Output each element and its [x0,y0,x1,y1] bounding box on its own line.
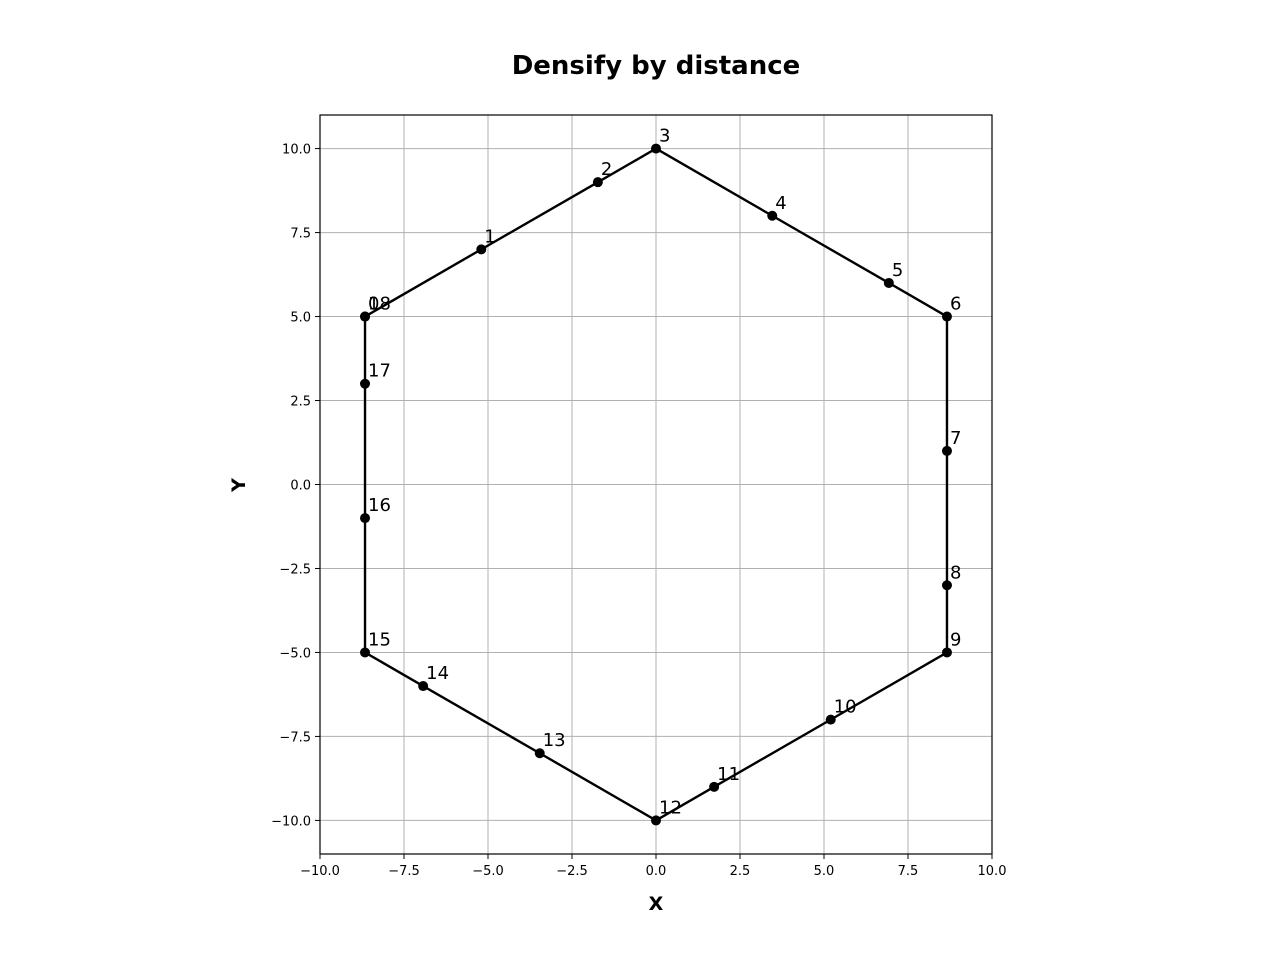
data-point-marker [360,647,371,658]
y-tick-label: −5.0 [279,646,311,661]
data-point-marker [941,311,952,322]
data-point-label: 13 [543,730,566,751]
x-tick-label: −5.0 [472,864,504,879]
data-point-marker [825,714,836,725]
x-axis-label: X [649,893,664,915]
x-tick-label: −10.0 [300,864,340,879]
series [360,143,952,826]
x-tick-label: 0.0 [646,864,667,879]
data-point-marker [941,445,952,456]
data-point-label: 4 [775,193,786,214]
ticks: −10.0 −7.5 −5.0 −2.5 0.0 2.5 5.0 7.5 10.010.07.5… [271,143,1006,879]
grid [319,115,993,854]
y-tick-label: 0.0 [290,479,311,494]
y-tick-label: −10.0 [271,814,311,829]
data-point-marker [651,815,661,826]
y-tick-label: −2.5 [279,562,311,577]
data-point-label: 12 [659,797,682,818]
data-point-marker [418,681,429,692]
y-tick-label: 10.0 [282,143,311,158]
data-point-marker [476,244,487,255]
data-point-marker [534,748,545,759]
data-point-label: 2 [601,159,612,180]
data-point-label: 9 [950,629,961,650]
data-point-marker [767,210,778,221]
data-point-marker [592,177,603,188]
data-point-marker [941,647,952,658]
data-point-label: 1 [484,226,495,247]
y-axis-label: Y [228,478,250,493]
y-tick-label: 2.5 [290,395,311,410]
data-point-label: 17 [368,361,391,382]
x-tick-label: 5.0 [814,864,835,879]
data-point-marker [360,378,371,389]
x-tick-label: −2.5 [556,864,588,879]
y-tick-label: 7.5 [290,227,311,242]
data-point-label: 6 [950,294,961,315]
data-point-label: 0 [368,294,379,315]
x-tick-label: 2.5 [730,864,751,879]
data-point-label: 18 [368,294,391,315]
data-point-marker [941,580,952,591]
data-point-marker [360,513,371,524]
data-point-label: 8 [950,562,961,583]
data-point-label: 15 [368,629,391,650]
x-tick-label: 7.5 [898,864,919,879]
data-point-marker [360,311,371,322]
data-point-marker [709,781,720,792]
x-tick-label: −7.5 [388,864,420,879]
data-point-label: 11 [717,764,740,785]
data-point-marker [651,143,661,154]
data-point-label: 16 [368,495,391,516]
data-point-label: 3 [659,126,670,147]
data-point-label: 14 [426,663,449,684]
chart-title: Densify by distance [512,51,801,81]
data-point-marker [883,277,894,288]
x-tick-label: 10.0 [978,864,1007,879]
data-point-label: 10 [834,697,857,718]
data-point-label: 7 [950,428,961,449]
y-tick-label: 5.0 [290,311,311,326]
data-point-label: 5 [892,260,903,281]
y-tick-label: −7.5 [279,730,311,745]
